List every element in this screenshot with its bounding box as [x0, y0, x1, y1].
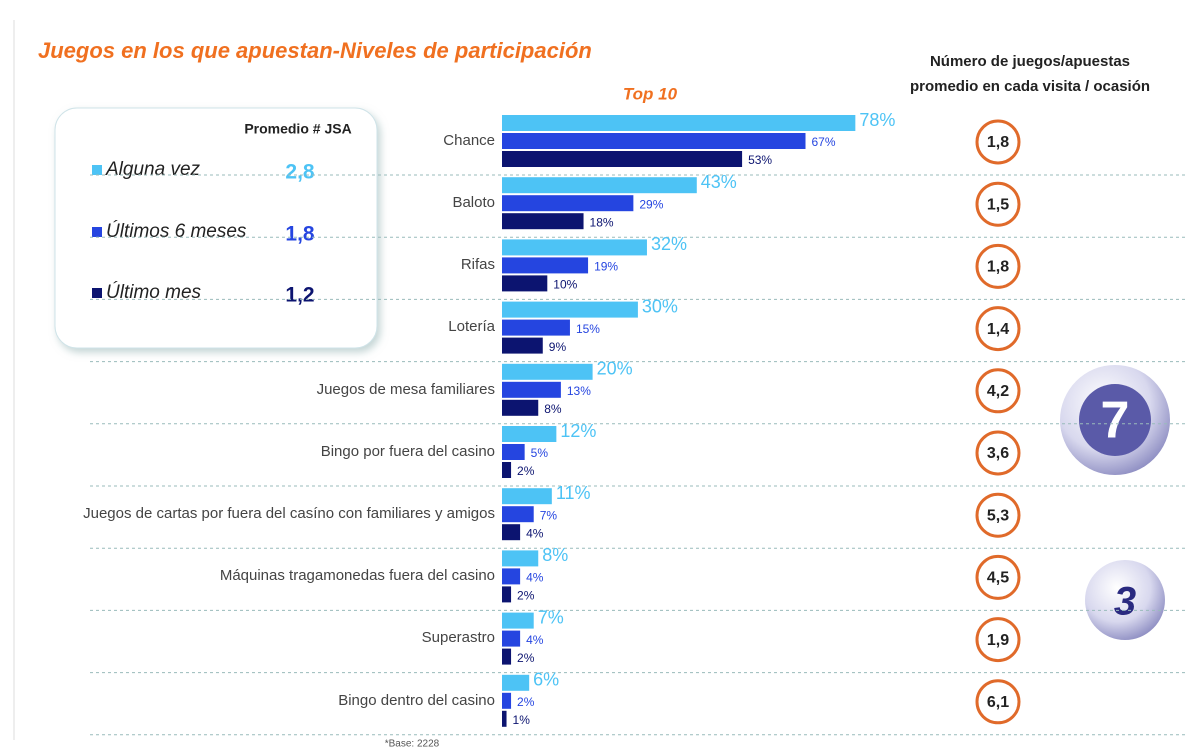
value-label: 13%: [567, 384, 591, 398]
visit-average-label: 1,8: [987, 134, 1009, 151]
bar: [502, 568, 520, 584]
chart-subtitle: Top 10: [623, 84, 678, 103]
visit-average-label: 1,5: [987, 196, 1009, 213]
value-label: 10%: [553, 278, 577, 292]
value-label: 18%: [590, 215, 614, 229]
bar: [502, 426, 556, 442]
visit-average-label: 1,8: [987, 259, 1009, 276]
value-label: 2%: [517, 695, 535, 709]
visit-average-label: 4,2: [987, 383, 1009, 400]
value-label: 8%: [542, 545, 568, 565]
category-label: Juegos de cartas por fuera del casíno co…: [75, 485, 495, 543]
value-label: 30%: [642, 296, 678, 316]
visit-average-label: 5,3: [987, 507, 1009, 524]
value-label: 43%: [701, 172, 737, 192]
value-label: 29%: [639, 197, 663, 211]
bar: [502, 506, 534, 522]
value-label: 11%: [556, 483, 591, 503]
value-label: 2%: [517, 589, 535, 603]
value-label: 67%: [812, 135, 836, 149]
bar: [502, 675, 529, 691]
category-label: Bingo por fuera del casino: [75, 423, 495, 481]
value-label: 9%: [549, 340, 567, 354]
bar: [502, 213, 584, 229]
footnote: *Base: 2228: [385, 739, 440, 750]
value-label: 15%: [576, 322, 600, 336]
value-label: 7%: [538, 607, 564, 627]
bar: [502, 586, 511, 602]
category-label: Superastro: [75, 610, 495, 668]
decor-number: 7: [1101, 392, 1130, 450]
value-label: 4%: [526, 571, 544, 585]
value-label: 32%: [651, 234, 687, 254]
bar: [502, 382, 561, 398]
category-label: Lotería: [75, 299, 495, 357]
bar: [502, 462, 511, 478]
visit-average-label: 1,9: [987, 632, 1009, 649]
bar: [502, 195, 633, 211]
visit-average-label: 6,1: [987, 694, 1009, 711]
value-label: 1%: [513, 713, 531, 727]
bar: [502, 400, 538, 416]
visit-average-label: 1,4: [987, 321, 1009, 338]
page: Juegos en los que apuestan-Niveles de pa…: [0, 0, 1188, 753]
value-label: 78%: [859, 110, 895, 130]
value-label: 8%: [544, 402, 562, 416]
bar: [502, 338, 543, 354]
value-label: 5%: [531, 446, 549, 460]
category-label: Rifas: [75, 236, 495, 294]
bar: [502, 275, 547, 291]
value-label: 2%: [517, 651, 535, 665]
category-label: Baloto: [75, 174, 495, 232]
bar: [502, 550, 538, 566]
bar: [502, 488, 552, 504]
value-label: 12%: [560, 421, 596, 441]
bar: [502, 320, 570, 336]
bar: [502, 524, 520, 540]
value-label: 2%: [517, 464, 535, 478]
value-label: 4%: [526, 633, 544, 647]
visit-average-label: 4,5: [987, 570, 1009, 587]
value-label: 6%: [533, 670, 559, 690]
bar: [502, 239, 647, 255]
bar: [502, 177, 697, 193]
bar: [502, 693, 511, 709]
bar: [502, 444, 525, 460]
value-label: 19%: [594, 260, 618, 274]
value-label: 7%: [540, 508, 558, 522]
bar: [502, 257, 588, 273]
bar: [502, 115, 855, 131]
bar: [502, 613, 534, 629]
bar: [502, 151, 742, 167]
chart-title: Juegos en los que apuestan-Niveles de pa…: [38, 38, 592, 63]
value-label: 53%: [748, 153, 772, 167]
right-header: promedio en cada visita / ocasión: [910, 78, 1150, 95]
category-label: Juegos de mesa familiares: [75, 361, 495, 419]
decor-number: 3: [1114, 580, 1136, 624]
bar: [502, 133, 806, 149]
category-label: Chance: [75, 112, 495, 170]
bar: [502, 364, 593, 380]
bar: [502, 302, 638, 318]
category-label: Bingo dentro del casino: [75, 672, 495, 730]
bar: [502, 649, 511, 665]
category-label: Máquinas tragamonedas fuera del casino: [75, 547, 495, 605]
right-header: Número de juegos/apuestas: [930, 53, 1130, 70]
value-label: 20%: [597, 359, 633, 379]
visit-average-label: 3,6: [987, 445, 1009, 462]
value-label: 4%: [526, 526, 544, 540]
bar: [502, 711, 507, 727]
bar: [502, 631, 520, 647]
